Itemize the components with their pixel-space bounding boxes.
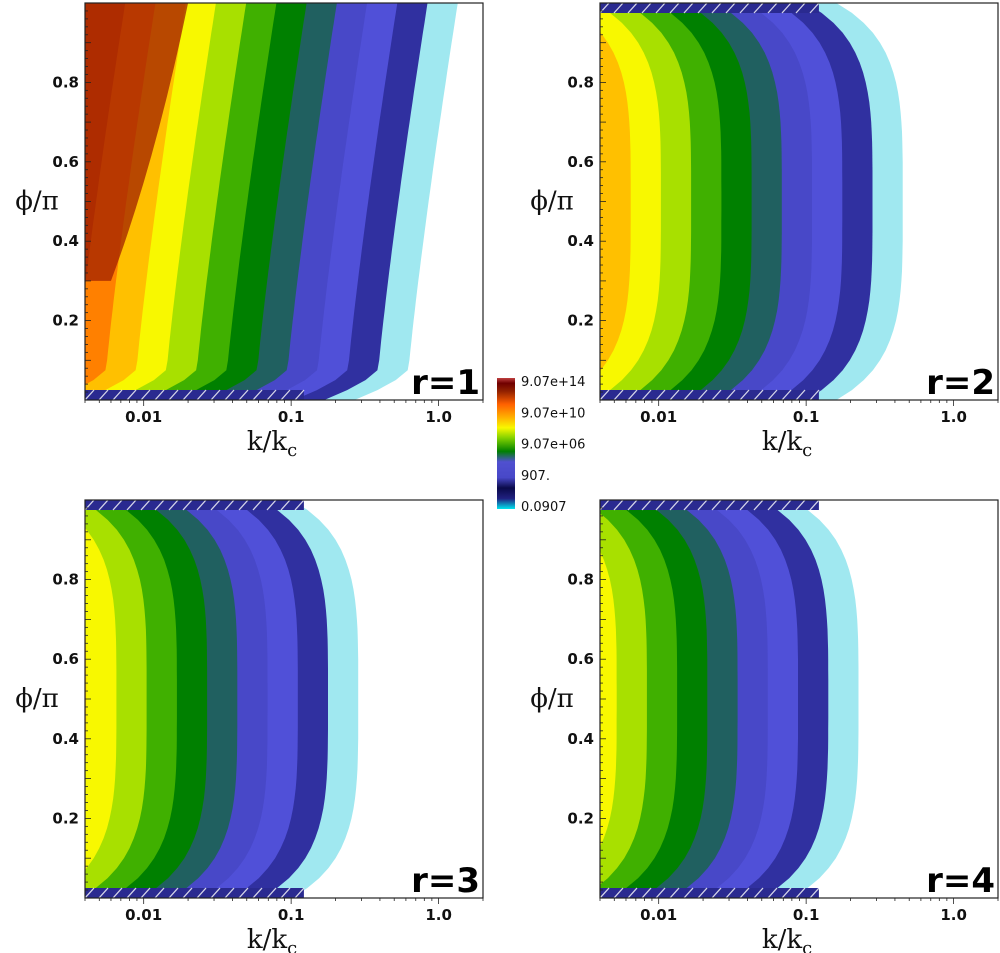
- y-tick-label: 0.4: [567, 730, 594, 748]
- x-tick-label: 0.1: [793, 906, 820, 924]
- y-tick-label: 0.6: [567, 650, 594, 668]
- hatch-strip: [85, 887, 305, 898]
- panel-3: 0.2 0.4 0.6 0.8 0.01 0.1 1.0 k/kc ϕ/π r=3: [15, 499, 484, 953]
- y-tick-label: 0.6: [52, 650, 79, 668]
- panel-1: 0.2 0.4 0.6 0.8 0.01 0.1 1.0 k/kc ϕ/π r=1: [15, 2, 484, 461]
- y-axis-title: ϕ/π: [15, 187, 59, 217]
- contour-band: [600, 3, 631, 400]
- x-axis-title: k/kc: [247, 925, 297, 953]
- y-axis: 0.2 0.4 0.6 0.8: [52, 507, 91, 891]
- panel-2: 0.2 0.4 0.6 0.8 0.01 0.1 1.0 k/kc ϕ/π r=2: [530, 2, 999, 461]
- y-tick-label: 0.6: [567, 153, 594, 171]
- x-tick-label: 0.1: [278, 408, 305, 426]
- hatch-strip: [600, 500, 820, 511]
- x-axis-title-subscript: c: [802, 440, 812, 461]
- colorbar-tick-label: 9.07e+10: [521, 406, 585, 421]
- x-axis-title: k/kc: [762, 925, 812, 953]
- x-axis: 0.01 0.1 1.0: [84, 400, 484, 426]
- y-axis-title: ϕ/π: [530, 187, 574, 217]
- y-tick-label: 0.2: [52, 312, 79, 330]
- colorbar-tick-label: 0.0907: [521, 500, 567, 515]
- panel-4: 0.2 0.4 0.6 0.8 0.01 0.1 1.0 k/kc ϕ/π r=4: [530, 499, 999, 953]
- y-tick-label: 0.2: [567, 809, 594, 827]
- x-axis-title: k/kc: [762, 427, 812, 461]
- y-axis: 0.2 0.4 0.6 0.8: [567, 10, 606, 393]
- colorbar-tick-label: 907.: [521, 469, 550, 484]
- colorbar-tick-label: 9.07e+06: [521, 438, 585, 453]
- y-tick-label: 0.8: [52, 571, 79, 589]
- x-tick-label: 1.0: [425, 906, 452, 924]
- x-tick-label: 0.01: [125, 408, 162, 426]
- x-axis-title-subscript: c: [287, 440, 297, 461]
- x-axis: 0.01 0.1 1.0: [599, 898, 999, 924]
- heatmap-area: [600, 3, 998, 400]
- y-tick-label: 0.2: [52, 809, 79, 827]
- y-tick-label: 0.4: [567, 232, 594, 250]
- contour-band: [600, 500, 617, 898]
- x-axis-title-subscript: c: [287, 938, 297, 953]
- x-tick-label: 0.01: [640, 408, 677, 426]
- panel-label: r=2: [926, 363, 995, 403]
- x-tick-label: 0.1: [278, 906, 305, 924]
- x-axis-title-subscript: c: [802, 938, 812, 953]
- x-axis-title: k/kc: [247, 427, 297, 461]
- colorbar-gradient: [497, 378, 515, 509]
- hatch-strip: [85, 389, 305, 400]
- hatch-strip: [85, 500, 305, 511]
- x-tick-label: 0.1: [793, 408, 820, 426]
- x-tick-label: 1.0: [425, 408, 452, 426]
- heatmap-area: [85, 3, 483, 400]
- heatmap-area: [600, 500, 998, 898]
- colorbar-labels: 9.07e+14 9.07e+10 9.07e+06 907. 0.0907: [521, 375, 585, 515]
- panels: 0.20.40.60.80.01 0.1 1.0k/kcϕ/πr=10.20.40.…: [15, 2, 999, 953]
- heatmap-area: [85, 500, 483, 898]
- colorbar: 9.07e+14 9.07e+10 9.07e+06 907. 0.0907: [497, 375, 585, 515]
- y-tick-label: 0.6: [52, 153, 79, 171]
- panel-label: r=1: [411, 363, 480, 403]
- contour-band: [85, 500, 117, 898]
- hatch-strip: [600, 389, 820, 400]
- x-axis: 0.01 0.1 1.0: [84, 898, 484, 924]
- hatch-strip: [600, 887, 820, 898]
- x-tick-label: 0.01: [125, 906, 162, 924]
- y-axis: 0.2 0.4 0.6 0.8: [567, 507, 606, 891]
- x-tick-label: 1.0: [940, 906, 967, 924]
- panel-label: r=3: [411, 861, 480, 901]
- x-axis: 0.01 0.1 1.0: [599, 400, 999, 426]
- y-tick-label: 0.2: [567, 312, 594, 330]
- y-axis-title: ϕ/π: [530, 684, 574, 714]
- hatch-strip: [600, 3, 820, 14]
- x-tick-label: 1.0: [940, 408, 967, 426]
- colorbar-tick-label: 9.07e+14: [521, 375, 585, 390]
- y-tick-label: 0.4: [52, 232, 79, 250]
- y-tick-label: 0.8: [52, 73, 79, 91]
- y-tick-label: 0.8: [567, 571, 594, 589]
- high-value-region: [85, 3, 189, 281]
- panel-label: r=4: [926, 861, 995, 901]
- y-tick-label: 0.4: [52, 730, 79, 748]
- y-axis: 0.2 0.4 0.6 0.8: [52, 10, 91, 393]
- x-tick-label: 0.01: [640, 906, 677, 924]
- y-tick-label: 0.8: [567, 73, 594, 91]
- y-axis-title: ϕ/π: [15, 684, 59, 714]
